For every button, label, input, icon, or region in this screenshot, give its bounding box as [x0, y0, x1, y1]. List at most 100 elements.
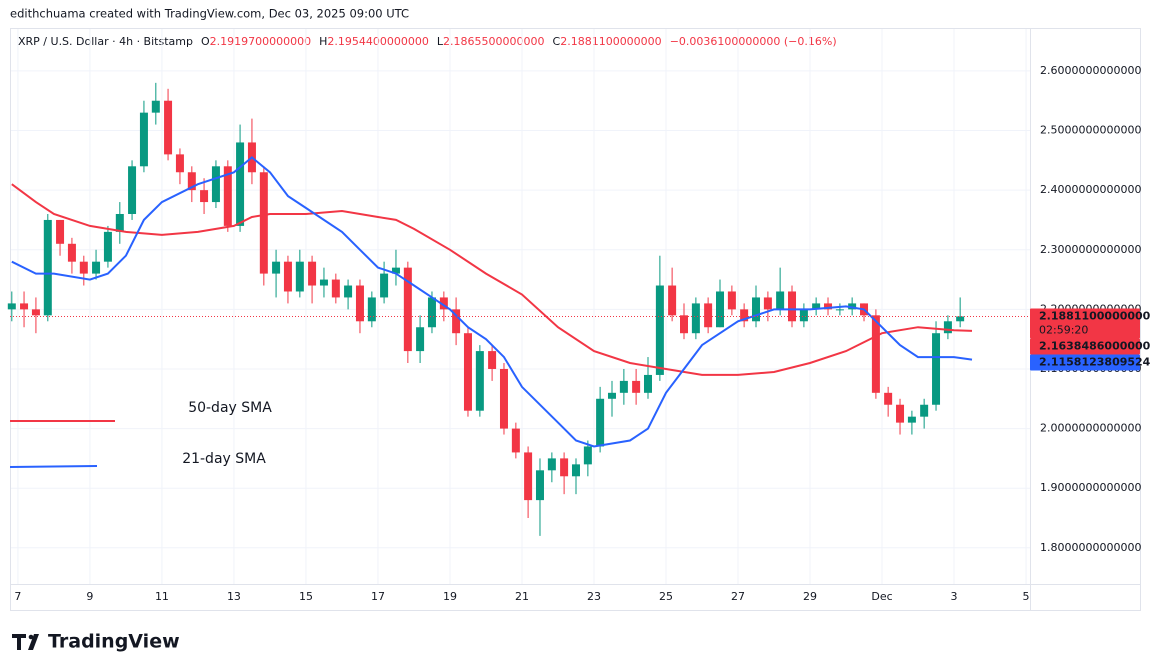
candle-body — [115, 213, 124, 232]
sma-line — [11, 183, 973, 376]
candle-body — [344, 285, 353, 298]
candle-body — [367, 297, 376, 322]
countdown: 02:59:20 — [1039, 323, 1088, 336]
credit: edithchuama created with TradingView.com… — [10, 7, 409, 21]
price-tag-label: 2.1881100000000 — [1039, 309, 1151, 322]
candle-body — [79, 261, 88, 274]
candle-body — [499, 368, 508, 429]
candle-body — [884, 392, 893, 405]
candle-body — [655, 285, 664, 375]
x-tick-label: Dec — [871, 590, 892, 603]
candle-body — [824, 303, 833, 310]
price-tag-label: 2.1158123809524 — [1039, 355, 1151, 368]
candle-body — [31, 309, 40, 316]
y-tick-label: 1.9000000000000 — [1040, 481, 1141, 494]
logo-text: TradingView — [48, 631, 180, 653]
candle-body — [259, 172, 268, 274]
candle-body — [571, 464, 580, 477]
candle-body — [752, 297, 761, 322]
candle-body — [740, 309, 749, 322]
x-tick-label: 13 — [227, 590, 241, 603]
candle-body — [56, 219, 65, 244]
candle-body — [67, 243, 76, 262]
candle-body — [668, 285, 677, 316]
legend-label: 50-day SMA — [188, 400, 272, 416]
price-tag-label: 2.1638486000000 — [1039, 339, 1151, 352]
legend-line — [9, 465, 98, 468]
candle-body — [283, 261, 292, 292]
candle-body — [187, 172, 196, 191]
x-tick-label: 5 — [1023, 590, 1030, 603]
candle-body — [848, 303, 857, 310]
ohlc-label: H — [319, 35, 327, 48]
candle-body — [920, 404, 929, 417]
candle-body — [355, 285, 364, 322]
y-tick-label: 2.6000000000000 — [1040, 64, 1141, 77]
candle-body — [164, 100, 173, 155]
candle-body — [139, 112, 148, 167]
candle-body — [151, 100, 160, 113]
candle-body — [272, 261, 281, 274]
candle-body — [643, 374, 652, 393]
candle-body — [607, 392, 616, 399]
y-tick-label: 2.4000000000000 — [1040, 183, 1141, 196]
x-tick-label: 7 — [14, 590, 21, 603]
candle-body — [956, 316, 965, 322]
logo-icon — [12, 634, 39, 650]
ohlc-value: 2.1881100000000 — [560, 35, 661, 48]
candle-body — [331, 279, 340, 298]
candle-body — [92, 261, 101, 274]
candle-body — [763, 297, 772, 310]
candle-body — [391, 267, 400, 274]
x-tick-label: 17 — [371, 590, 385, 603]
x-tick-label: 19 — [443, 590, 457, 603]
x-tick-label: 25 — [659, 590, 673, 603]
candle-body — [475, 351, 484, 411]
candle-body — [776, 291, 785, 310]
candle-body — [20, 303, 29, 310]
candle-body — [632, 380, 641, 393]
x-tick-label: 15 — [299, 590, 313, 603]
candle-body — [835, 309, 844, 311]
x-tick-label: 23 — [587, 590, 601, 603]
candle-body — [524, 452, 533, 501]
x-tick-label: 9 — [86, 590, 93, 603]
ohlc-label: C — [553, 35, 561, 48]
candle-body — [812, 303, 821, 310]
candle-body — [619, 380, 628, 393]
candle-body — [103, 231, 112, 262]
ohlc-value: 2.1865500000000 — [443, 35, 544, 48]
price-tag — [1030, 308, 1140, 339]
candle-body — [128, 166, 137, 214]
candle-body — [716, 291, 725, 328]
change: −0.0036100000000 (−0.16%) — [670, 35, 837, 48]
y-tick-label: 2.3000000000000 — [1040, 243, 1141, 256]
x-tick-label: 3 — [951, 590, 958, 603]
candle-body — [403, 267, 412, 352]
candle-body — [200, 190, 209, 203]
ohlc-value: 2.1919700000000 — [210, 35, 311, 48]
candle-body — [871, 315, 880, 393]
candle-body — [452, 309, 461, 334]
y-tick-label: 2.5000000000000 — [1040, 124, 1141, 137]
legend-label: 21-day SMA — [182, 451, 266, 467]
candle-body — [439, 297, 448, 310]
candle-body — [308, 261, 317, 286]
candle-body — [7, 303, 16, 310]
frame — [10, 28, 1141, 611]
candle-body — [799, 309, 808, 322]
candle-body — [896, 404, 905, 423]
y-tick-label: 1.8000000000000 — [1040, 541, 1141, 554]
candle-body — [932, 333, 941, 405]
ohlc-label: O — [201, 35, 210, 48]
x-tick-label: 21 — [515, 590, 529, 603]
candle-body — [547, 458, 556, 471]
candle-body — [488, 351, 497, 369]
candle-body — [223, 166, 232, 226]
header: XRP / U.S. Dollar · 4h · Bitstamp O2.1919… — [18, 35, 837, 48]
x-tick-label: 29 — [803, 590, 817, 603]
price-tag — [1030, 338, 1140, 355]
candle-body — [943, 321, 952, 334]
candle-body — [583, 446, 592, 465]
